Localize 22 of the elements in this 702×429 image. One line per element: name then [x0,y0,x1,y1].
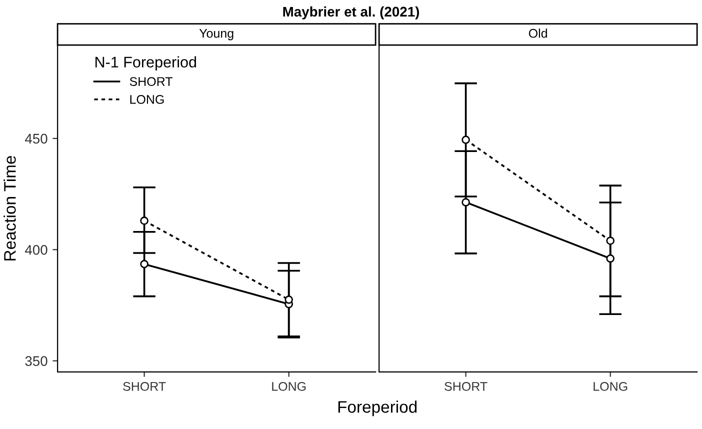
x-tick-label: LONG [594,382,628,391]
legend-label: LONG [130,95,164,104]
y-axis-title: Reaction Time [4,156,16,260]
point [284,296,294,304]
chart-subtitle: Young [199,29,234,40]
chart-subtitle: Old [528,28,548,38]
point [140,216,148,225]
y-tick-label: 450 [24,134,48,144]
point [462,136,470,144]
x-tick-label: SHORT [123,382,166,391]
legend-title: N-1 Foreperiod [96,56,196,71]
chart-title: Maybrier et al. (2021) [283,6,420,20]
x-axis-title: Foreperiod [338,400,417,416]
point [462,198,470,206]
x-tick-label: LONG [272,382,306,391]
x-tick-label: SHORT [444,382,488,391]
point [606,254,615,263]
y-tick-label: 400 [24,244,48,255]
y-tick-label: 350 [25,356,48,366]
legend-label: SHORT [130,77,172,86]
point [606,236,615,245]
point [140,260,148,268]
